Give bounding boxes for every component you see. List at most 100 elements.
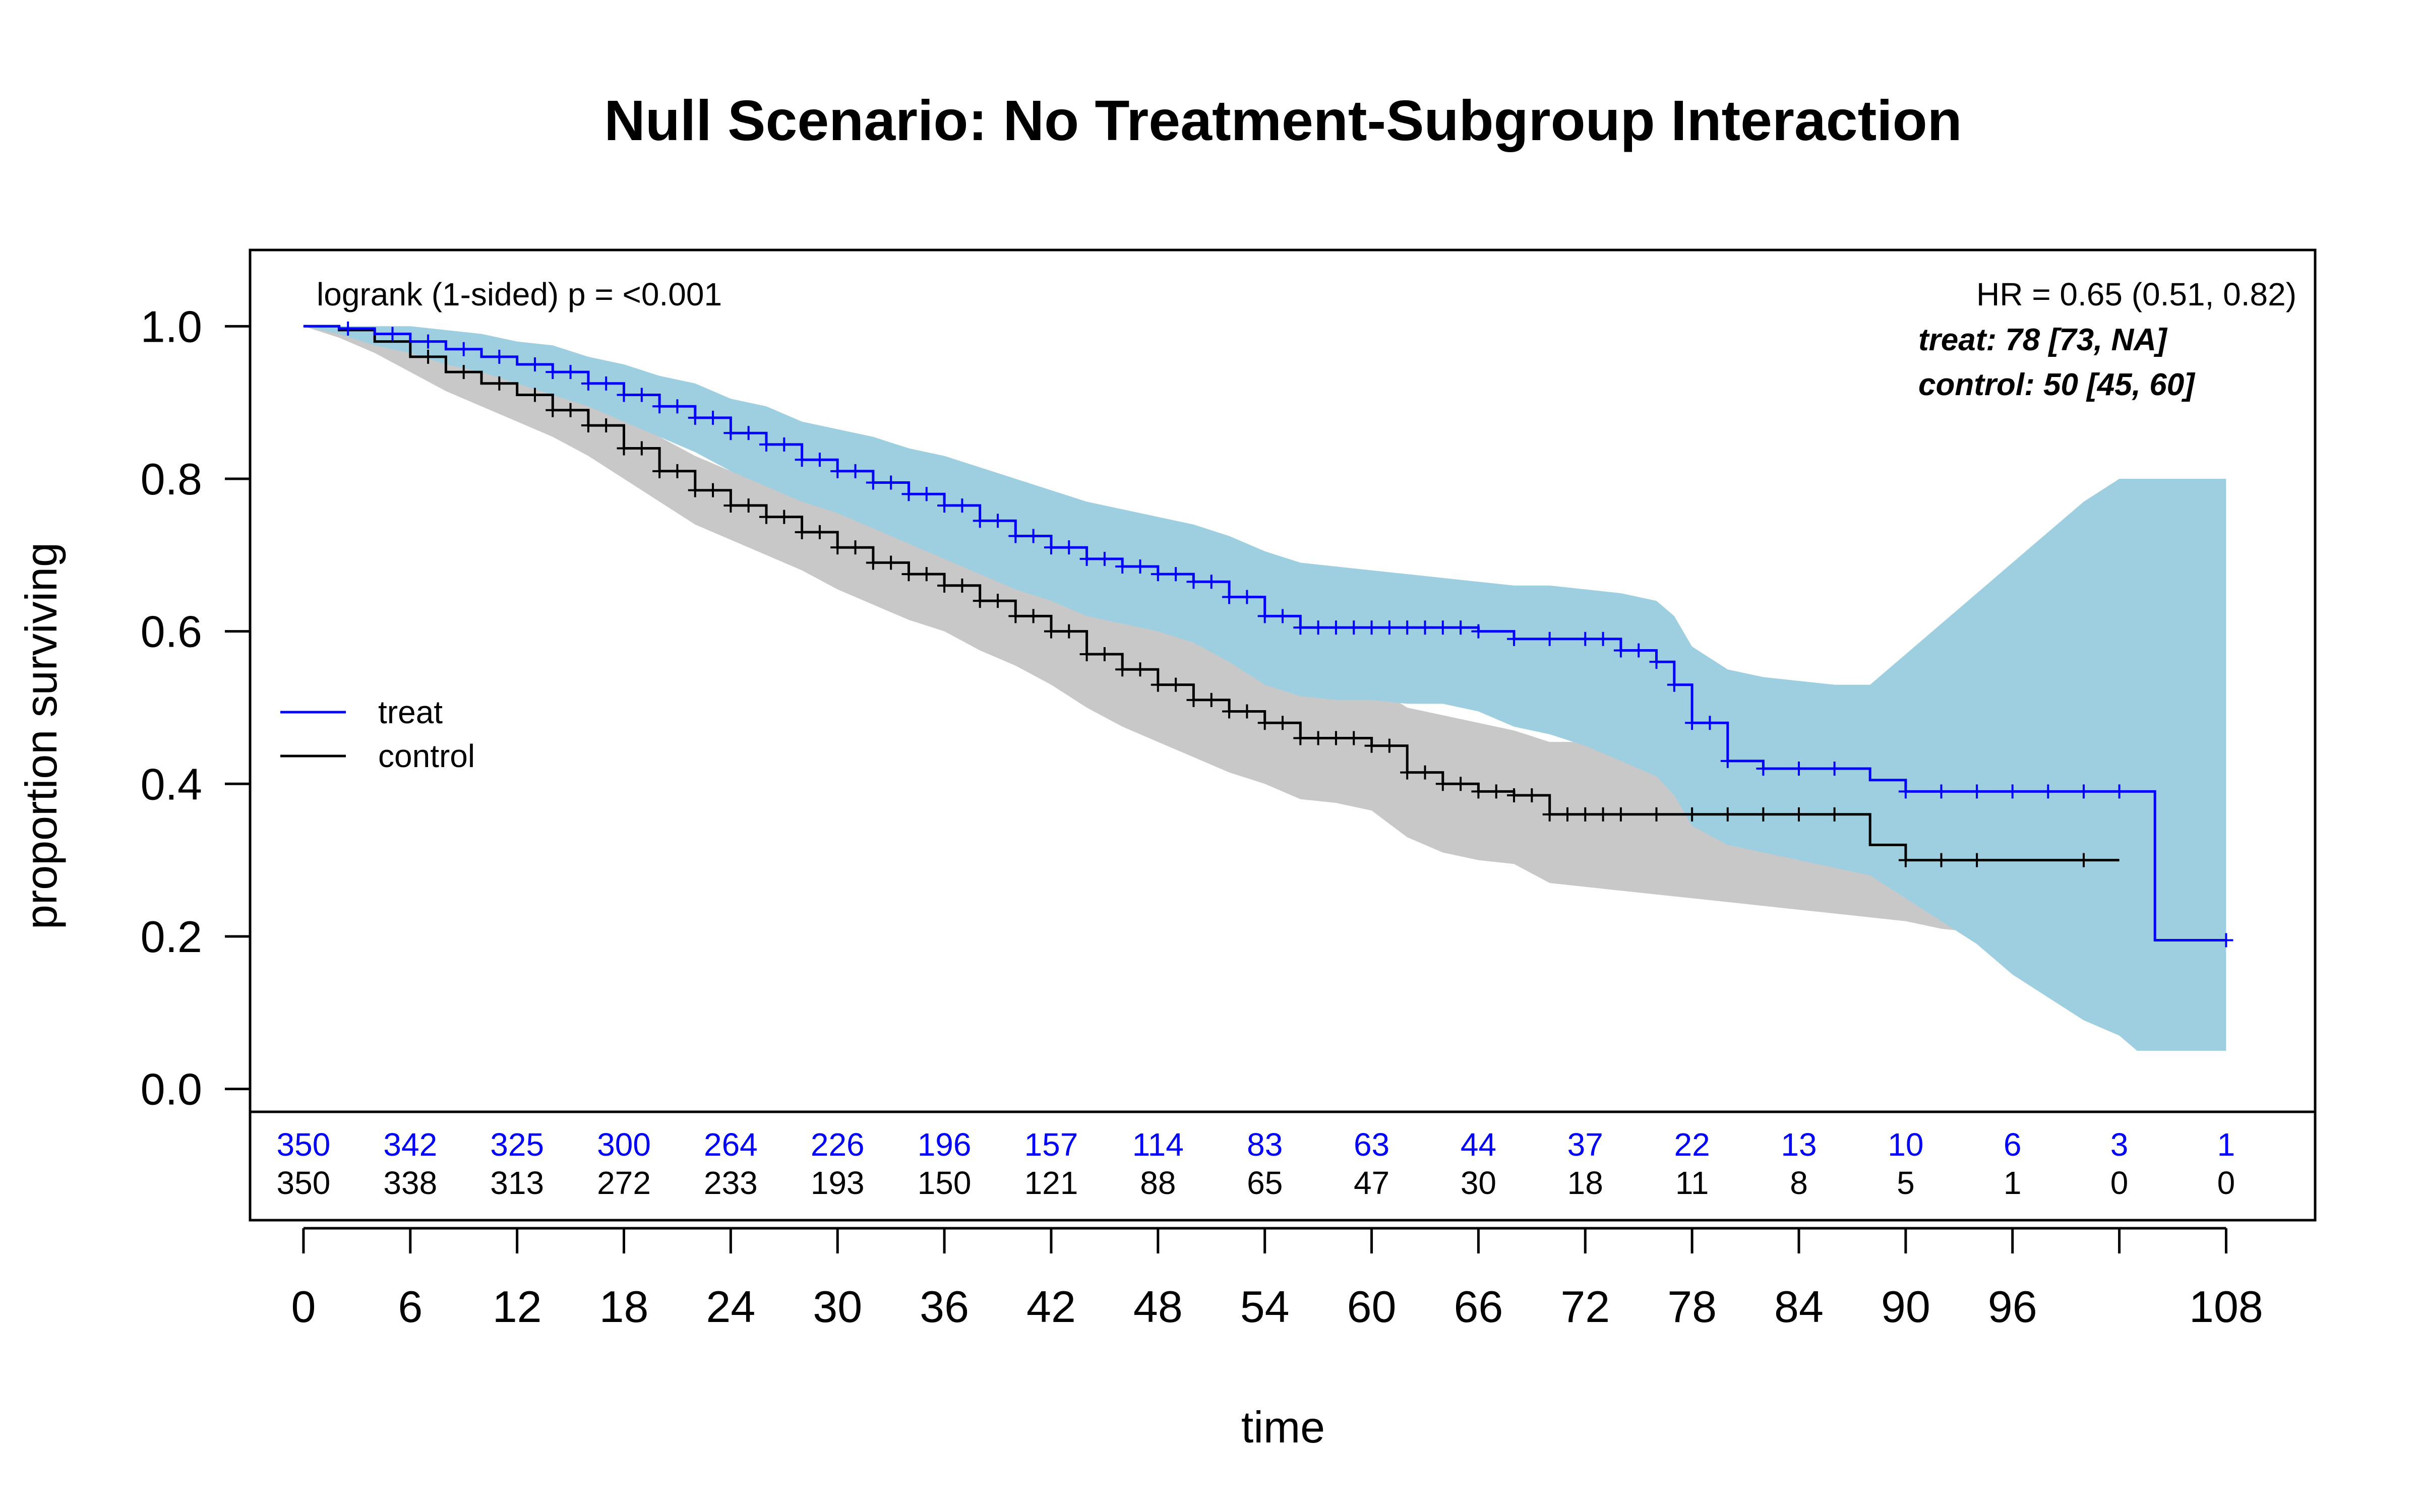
censor-treat-40 bbox=[1151, 567, 1165, 582]
censor-control-25 bbox=[919, 567, 934, 582]
censor-treat-8 bbox=[581, 376, 595, 391]
y-tick-label-1: 0.2 bbox=[141, 912, 202, 962]
censor-control-48 bbox=[1328, 731, 1343, 745]
censor-control-7 bbox=[599, 418, 614, 433]
censor-treat-53 bbox=[1382, 620, 1397, 635]
risk-treat-7: 157 bbox=[1024, 1126, 1078, 1163]
y-tick-label-5: 1.0 bbox=[141, 301, 202, 351]
censor-control-47 bbox=[1311, 731, 1325, 745]
censor-control-62 bbox=[1578, 807, 1593, 822]
censor-control-57 bbox=[1489, 784, 1503, 799]
risk-control-13: 11 bbox=[1675, 1165, 1709, 1201]
censor-control-35 bbox=[1097, 647, 1112, 662]
censor-control-44 bbox=[1257, 716, 1272, 730]
censor-control-22 bbox=[866, 555, 880, 570]
censor-treat-65 bbox=[1649, 655, 1664, 669]
censor-control-21 bbox=[848, 540, 863, 555]
censor-treat-32 bbox=[1008, 529, 1023, 543]
band-treat bbox=[303, 326, 2226, 1051]
risk-treat-9: 83 bbox=[1247, 1126, 1283, 1163]
censor-treat-26 bbox=[901, 487, 916, 501]
censor-control-51 bbox=[1382, 738, 1397, 753]
censor-treat-13 bbox=[670, 399, 685, 414]
censor-treat-66 bbox=[1667, 677, 1681, 692]
censor-control-61 bbox=[1560, 807, 1575, 822]
y-tick-label-2: 0.4 bbox=[141, 759, 202, 809]
censor-control-0 bbox=[421, 349, 436, 364]
confidence-bands bbox=[303, 326, 2226, 1051]
risk-control-9: 65 bbox=[1247, 1165, 1283, 1201]
risk-treat-8: 114 bbox=[1132, 1126, 1184, 1163]
censor-treat-64 bbox=[1631, 643, 1646, 658]
censor-control-69 bbox=[1792, 807, 1806, 822]
censor-treat-17 bbox=[741, 426, 756, 440]
censor-treat-22 bbox=[830, 464, 845, 478]
censor-treat-58 bbox=[1471, 624, 1486, 639]
risk-control-17: 0 bbox=[2110, 1165, 2129, 1201]
censor-control-4 bbox=[546, 403, 560, 417]
risk-control-0: 350 bbox=[277, 1165, 331, 1201]
censor-control-33 bbox=[1062, 624, 1076, 639]
censor-treat-78 bbox=[2076, 784, 2091, 799]
x-tick-label-12: 72 bbox=[1560, 1282, 1610, 1332]
risk-treat-17: 3 bbox=[2110, 1126, 2129, 1163]
censor-control-71 bbox=[1898, 853, 1913, 867]
risk-control-4: 233 bbox=[704, 1165, 758, 1201]
censor-treat-74 bbox=[1934, 784, 1949, 799]
censor-control-46 bbox=[1293, 731, 1308, 745]
censor-treat-80 bbox=[2219, 933, 2233, 948]
y-axis: 0.0 0.2 0.4 0.6 0.8 1.0 bbox=[141, 301, 252, 1114]
x-tick-label-3: 18 bbox=[599, 1282, 649, 1332]
censor-treat-67 bbox=[1685, 716, 1700, 730]
censor-treat-4 bbox=[492, 349, 507, 364]
censor-treat-6 bbox=[546, 365, 560, 380]
censor-treat-51 bbox=[1347, 620, 1361, 635]
x-tick-label-8: 48 bbox=[1133, 1282, 1183, 1332]
censor-control-20 bbox=[830, 540, 845, 555]
censor-control-70 bbox=[1827, 807, 1842, 822]
censor-control-49 bbox=[1347, 731, 1361, 745]
censor-control-28 bbox=[973, 594, 987, 608]
censor-treat-18 bbox=[759, 437, 773, 452]
censor-treat-59 bbox=[1507, 632, 1522, 646]
censor-control-65 bbox=[1649, 807, 1664, 822]
censor-treat-71 bbox=[1792, 762, 1806, 776]
censor-treat-38 bbox=[1115, 559, 1130, 574]
censor-treat-70 bbox=[1756, 762, 1771, 776]
censor-treat-20 bbox=[795, 453, 809, 467]
risk-treat-13: 22 bbox=[1674, 1126, 1710, 1163]
censor-control-11 bbox=[670, 464, 685, 478]
risk-treat-3: 300 bbox=[597, 1126, 651, 1163]
x-tick-label-5: 30 bbox=[813, 1282, 862, 1332]
censor-treat-15 bbox=[706, 410, 720, 425]
censor-treat-19 bbox=[777, 437, 792, 452]
risk-control-11: 30 bbox=[1461, 1165, 1496, 1201]
censor-control-26 bbox=[937, 578, 952, 593]
censor-control-34 bbox=[1079, 647, 1094, 662]
censor-treat-45 bbox=[1240, 590, 1254, 604]
censor-control-24 bbox=[901, 567, 916, 582]
y-axis-label: proportion surviving bbox=[16, 542, 66, 929]
censor-control-15 bbox=[741, 498, 756, 513]
censor-treat-68 bbox=[1703, 716, 1717, 730]
risk-treat-4: 264 bbox=[704, 1126, 758, 1163]
y-tick-label-4: 0.8 bbox=[141, 454, 202, 504]
risk-control-1: 338 bbox=[383, 1165, 437, 1201]
censor-control-36 bbox=[1115, 662, 1130, 677]
censor-treat-62 bbox=[1596, 632, 1610, 646]
risk-control-6: 150 bbox=[918, 1165, 972, 1201]
x-tick-label-1: 6 bbox=[398, 1282, 422, 1332]
censor-control-63 bbox=[1596, 807, 1610, 822]
risk-treat-0: 350 bbox=[277, 1126, 331, 1163]
censor-control-73 bbox=[1970, 853, 1984, 867]
censor-treat-75 bbox=[1970, 784, 1984, 799]
censor-control-27 bbox=[955, 578, 970, 593]
censor-control-31 bbox=[1026, 609, 1041, 623]
risk-control-15: 5 bbox=[1897, 1165, 1915, 1201]
censor-control-10 bbox=[652, 464, 667, 478]
censor-control-17 bbox=[777, 510, 792, 524]
x-axis-label: time bbox=[1241, 1402, 1325, 1452]
censor-control-30 bbox=[1008, 609, 1023, 623]
censor-treat-5 bbox=[527, 357, 542, 371]
censor-control-72 bbox=[1934, 853, 1949, 867]
